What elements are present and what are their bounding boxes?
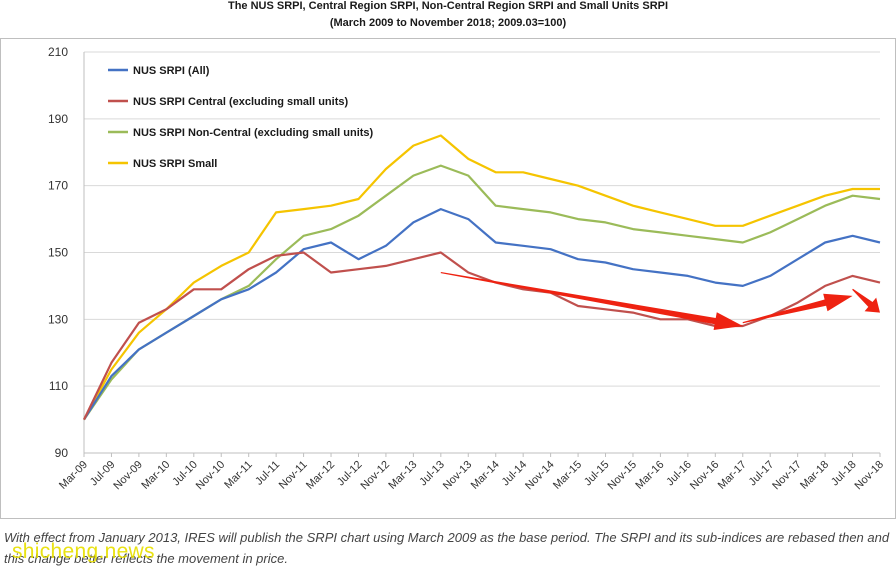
series-line: [83, 208, 881, 421]
trend-arrow: [852, 288, 880, 313]
x-tick-label: Mar-12: [304, 459, 337, 492]
gridlines: [84, 51, 880, 454]
series-line: [83, 251, 881, 421]
x-tick-label: Nov-15: [606, 459, 640, 493]
watermark: shicheng.news: [12, 540, 155, 563]
series-line: [83, 134, 880, 421]
x-tick-label: Nov-13: [441, 459, 475, 493]
y-tick-label: 150: [48, 246, 68, 260]
trend-arrow: [742, 293, 853, 324]
x-tick-label: Mar-18: [798, 459, 831, 492]
x-tick-label: Nov-11: [277, 459, 310, 492]
y-tick-label: 190: [48, 112, 68, 126]
x-axis: Mar-09Jul-09Nov-09Mar-10Jul-10Nov-10Mar-…: [57, 452, 887, 493]
legend-label: NUS SRPI Non-Central (excluding small un…: [133, 127, 374, 139]
y-tick-label: 210: [48, 45, 68, 59]
chart-title: The NUS SRPI, Central Region SRPI, Non-C…: [227, 0, 669, 12]
x-tick-label: Nov-09: [111, 459, 145, 493]
x-tick-label: Mar-14: [469, 459, 502, 492]
chart-subtitle: (March 2009 to November 2018; 2009.03=10…: [329, 17, 567, 29]
x-tick-label: Nov-17: [770, 459, 804, 493]
x-tick-label: Nov-14: [523, 459, 557, 493]
series-line: [83, 164, 881, 421]
x-tick-label: Nov-16: [688, 459, 722, 493]
x-tick-label: Nov-10: [194, 459, 228, 493]
x-tick-label: Mar-09: [57, 459, 90, 492]
y-tick-label: 130: [48, 312, 68, 326]
x-tick-label: Mar-16: [633, 459, 666, 492]
x-tick-label: Mar-15: [551, 459, 584, 492]
y-tick-label: 110: [49, 379, 68, 393]
y-tick-label: 90: [55, 446, 69, 460]
x-tick-label: Mar-13: [386, 459, 419, 492]
legend-label: NUS SRPI (All): [133, 65, 210, 77]
x-tick-label: Nov-18: [853, 459, 887, 493]
legend: NUS SRPI (All) NUS SRPI Central (excludin…: [108, 65, 374, 170]
x-tick-label: Mar-10: [139, 459, 172, 492]
x-tick-label: Nov-12: [358, 459, 392, 493]
x-tick-label: Mar-17: [716, 459, 749, 492]
series-lines: [83, 134, 881, 421]
y-tick-label: 170: [48, 179, 68, 193]
y-axis: 90 110 130 150 170 190 210: [48, 45, 85, 460]
chart-caption: With effect from January 2013, IRES will…: [4, 530, 890, 566]
x-tick-label: Mar-11: [222, 459, 255, 492]
trend-arrow: [440, 272, 743, 330]
legend-label: NUS SRPI Central (excluding small units): [133, 96, 348, 108]
legend-label: NUS SRPI Small: [133, 158, 217, 170]
trend-arrows: [440, 272, 880, 330]
